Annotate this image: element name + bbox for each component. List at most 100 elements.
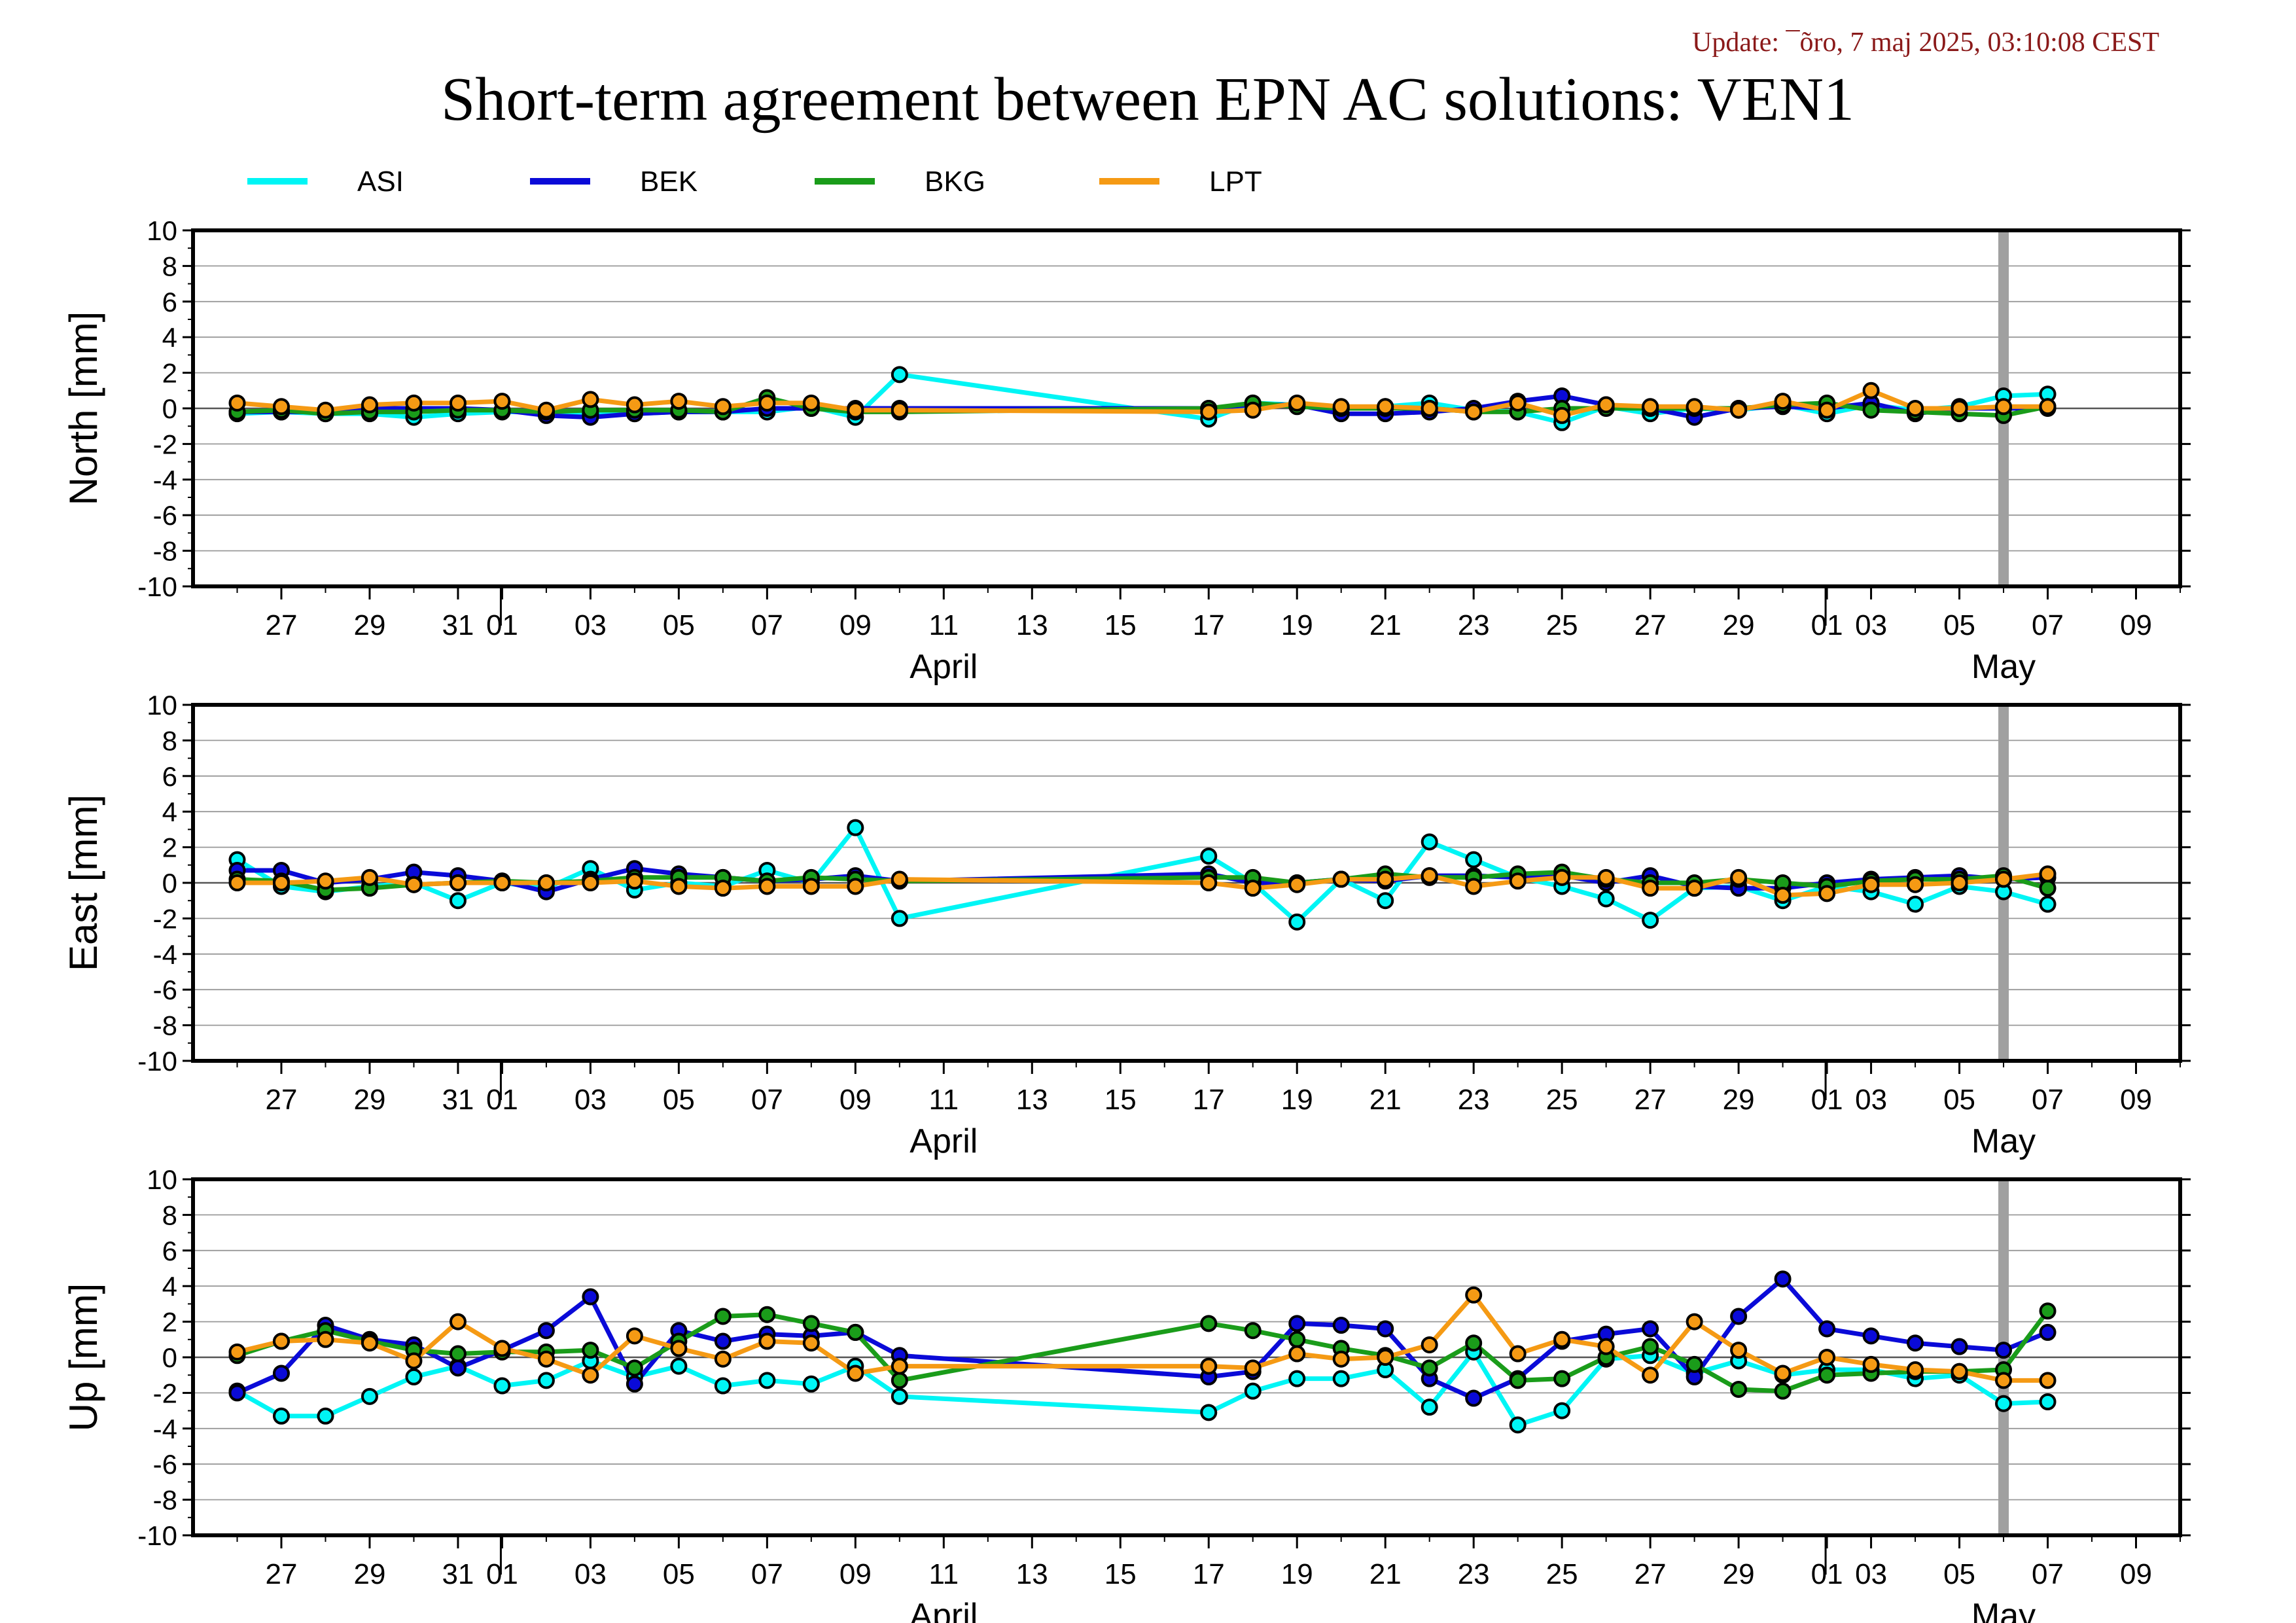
y-tick-label: 8	[162, 1200, 177, 1230]
data-point-bek	[582, 1288, 599, 1306]
data-point-lpt	[228, 874, 246, 891]
data-point-bek	[2039, 1323, 2057, 1341]
y-tick-label: 2	[162, 358, 177, 389]
y-tick-label: 6	[162, 1236, 177, 1266]
data-point-asi	[758, 1372, 776, 1389]
data-point-lpt	[1377, 870, 1394, 888]
data-point-asi	[1465, 851, 1483, 868]
x-tick-label: 13	[1016, 1084, 1048, 1116]
data-point-lpt	[228, 1343, 246, 1361]
data-point-lpt	[626, 872, 643, 890]
x-tick-label: 01	[1811, 1084, 1843, 1116]
data-point-lpt	[2039, 1372, 2057, 1389]
data-point-bkg	[1421, 1359, 1438, 1377]
gridlines	[193, 1179, 2180, 1536]
data-point-lpt	[1244, 880, 1262, 897]
month-label-may: May	[1971, 1597, 2036, 1623]
data-point-bek	[714, 1332, 732, 1350]
data-point-lpt	[1200, 874, 1218, 891]
data-point-lpt	[1332, 870, 1350, 888]
data-point-bkg	[582, 1342, 599, 1359]
data-point-lpt	[1907, 400, 1924, 417]
y-axis-label: Up [mm]	[62, 1283, 105, 1432]
legend-item-bkg: BKG	[815, 166, 985, 198]
panel-north: -10 -8 -6 -4 -2 0 2 4 6 8 10 North [mm] 27 29 31 01 03 05…	[62, 215, 2191, 686]
data-point-lpt	[2039, 398, 2057, 416]
data-point-lpt	[1553, 406, 1571, 424]
data-point-lpt	[1509, 1345, 1527, 1363]
data-point-lpt	[449, 874, 467, 891]
data-point-lpt	[1818, 401, 1836, 419]
data-point-lpt	[361, 868, 378, 886]
data-point-lpt	[1332, 398, 1350, 416]
data-point-bkg	[1730, 1380, 1748, 1398]
data-point-lpt	[1288, 876, 1306, 893]
data-point-lpt	[714, 398, 732, 416]
panel-up: -10 -8 -6 -4 -2 0 2 4 6 8 10 Up [mm] 27 29 31 01 03 05 07 0…	[62, 1164, 2191, 1623]
data-point-lpt	[1774, 887, 1792, 904]
data-point-bek	[1907, 1334, 1924, 1352]
data-point-lpt	[626, 396, 643, 414]
data-point-lpt	[272, 874, 290, 891]
x-tick-label: 13	[1016, 609, 1048, 641]
data-point-lpt	[1730, 1342, 1748, 1359]
data-point-asi	[1642, 912, 1659, 929]
y-tick-label: 0	[162, 1342, 177, 1373]
data-point-bek	[1642, 1320, 1659, 1338]
data-point-bek	[1995, 1342, 2013, 1359]
y-axis-label: North [mm]	[62, 312, 105, 506]
data-point-bkg	[1642, 1338, 1659, 1355]
data-point-lpt	[1862, 382, 1880, 399]
data-point-lpt	[1686, 398, 1703, 416]
data-point-lpt	[670, 1340, 688, 1357]
data-point-lpt	[714, 880, 732, 897]
data-point-lpt	[317, 872, 334, 890]
x-tick-label: 11	[928, 1558, 959, 1590]
x-tick-label: 09	[839, 609, 872, 641]
data-point-lpt	[1774, 1364, 1792, 1382]
x-axis: 27 29 31 01 03 05 07 09 11 13 15 17 19 21 23 25 27 29 01 03…	[236, 1061, 2181, 1160]
data-point-asi	[2039, 1393, 2057, 1410]
data-point-lpt	[1951, 400, 1968, 417]
month-label-may: May	[1971, 1122, 2036, 1160]
data-point-lpt	[1597, 396, 1615, 414]
x-tick-label: 27	[266, 1084, 298, 1116]
data-point-bkg	[1509, 1372, 1527, 1389]
data-point-lpt	[537, 874, 555, 891]
data-point-lpt	[1862, 876, 1880, 893]
data-point-lpt	[537, 1350, 555, 1368]
x-tick-label: 27	[1634, 609, 1667, 641]
series-markers	[228, 819, 2057, 931]
x-tick-label: 03	[574, 1558, 607, 1590]
data-point-bkg	[449, 1345, 467, 1363]
data-point-lpt	[1244, 1359, 1262, 1377]
data-point-asi	[449, 892, 467, 910]
y-axis: -10 -8 -6 -4 -2 0 2 4 6 8 10	[137, 215, 2191, 602]
x-tick-label: 29	[353, 1084, 385, 1116]
data-point-lpt	[361, 1334, 378, 1352]
data-point-lpt	[1377, 1349, 1394, 1366]
series-markers	[228, 366, 2057, 431]
legend-item-bek: BEK	[530, 166, 698, 198]
x-tick-label: 03	[1855, 1558, 1887, 1590]
x-tick-label: 15	[1104, 1084, 1137, 1116]
data-point-lpt	[405, 394, 423, 412]
chart-title: Short-term agreement between EPN AC solu…	[441, 65, 1854, 134]
data-point-asi	[1421, 833, 1438, 851]
y-tick-label: -8	[153, 1485, 177, 1516]
data-point-bkg	[1553, 1370, 1571, 1387]
y-tick-label: -6	[153, 500, 177, 531]
y-axis-label: East [mm]	[62, 794, 105, 971]
data-point-bek	[449, 1359, 467, 1377]
data-point-lpt	[1332, 1350, 1350, 1368]
x-tick-label: 03	[574, 609, 607, 641]
data-point-lpt	[802, 1334, 820, 1352]
data-point-lpt	[847, 878, 864, 895]
data-point-lpt	[1686, 1313, 1703, 1330]
x-tick-label: 31	[442, 1558, 474, 1590]
data-point-lpt	[891, 1357, 908, 1375]
data-point-lpt	[758, 878, 776, 895]
x-tick-label: 09	[2120, 1084, 2152, 1116]
x-tick-label: 29	[353, 1558, 385, 1590]
